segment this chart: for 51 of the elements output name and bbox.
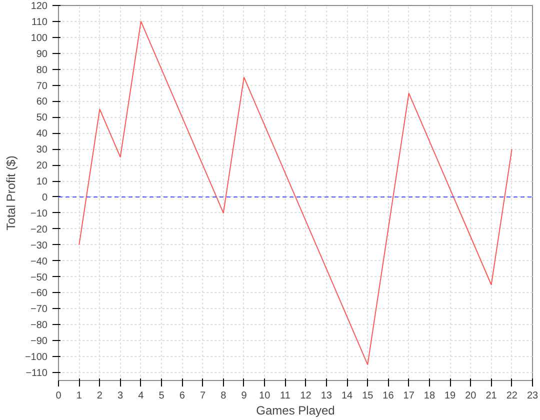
x-tick-label: 0	[56, 390, 62, 402]
x-tick-label: 22	[506, 390, 518, 402]
x-tick-label: 3	[118, 390, 124, 402]
y-tick-label: −110	[26, 368, 48, 380]
y-tick-label: −50	[30, 272, 48, 284]
y-tick-label: −90	[30, 336, 48, 348]
x-tick-label: 4	[138, 390, 144, 402]
y-tick-label: 50	[36, 112, 48, 124]
y-tick-label: 70	[36, 80, 48, 92]
y-axis-title: Total Profit ($)	[4, 156, 18, 230]
x-tick-label: 8	[220, 390, 227, 402]
y-tick-label: 40	[36, 128, 48, 140]
y-tick-label: −20	[30, 224, 48, 236]
y-tick-label: −30	[30, 240, 48, 252]
y-tick-label: 30	[36, 144, 48, 156]
y-tick-label: 60	[36, 96, 48, 108]
x-tick-label: 17	[403, 390, 415, 402]
x-tick-label: 1	[76, 390, 82, 402]
y-tick-label: 80	[36, 64, 48, 76]
y-tick-label: −70	[30, 304, 48, 316]
x-tick-label: 10	[259, 390, 271, 402]
x-tick-label: 13	[320, 390, 332, 402]
x-axis-title: Games Played	[256, 404, 335, 418]
y-tick-label: −60	[30, 288, 48, 300]
x-tick-label: 5	[158, 390, 165, 402]
y-tick-label: 10	[36, 176, 48, 188]
x-tick-label: 2	[96, 390, 103, 402]
x-tick-label: 15	[362, 390, 374, 402]
y-tick-label: −10	[30, 208, 48, 220]
y-tick-label: 90	[36, 48, 48, 60]
x-tick-label: 9	[241, 390, 248, 402]
y-tick-label: 120	[30, 1, 48, 12]
x-tick-label: 12	[300, 390, 312, 402]
x-tick-label: 14	[341, 390, 354, 402]
x-tick-label: 19	[444, 390, 456, 402]
x-tick-label: 20	[465, 390, 477, 402]
y-tick-label: −80	[30, 320, 48, 332]
y-tick-label: −40	[30, 256, 48, 268]
x-tick-label: 21	[486, 390, 498, 402]
y-tick-label: 100	[30, 32, 48, 44]
y-tick-label: 0	[42, 192, 48, 204]
x-tick-label: 18	[424, 390, 436, 402]
x-tick-label: 11	[280, 390, 291, 402]
y-tick-label: −100	[24, 352, 48, 364]
x-tick-label: 6	[179, 390, 186, 402]
x-tick-label: 23	[526, 390, 538, 402]
x-tick-label: 16	[382, 390, 394, 402]
y-tick-label: 110	[32, 16, 48, 28]
line-series	[78, 20, 512, 366]
x-tick-label: 7	[200, 390, 206, 402]
y-tick-label: 20	[36, 160, 48, 172]
